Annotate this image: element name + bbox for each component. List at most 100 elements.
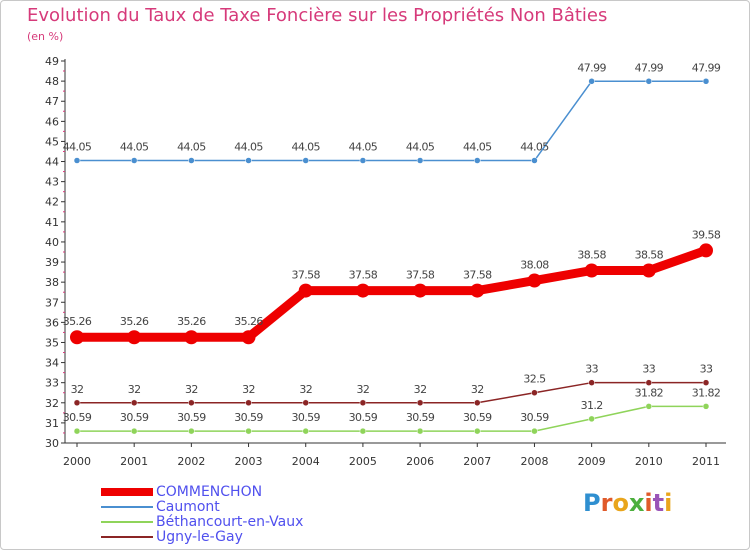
series-ugny-le-gay: 32 32 32 32 32 32 32 32 32.5 33 33 33 [71, 363, 714, 407]
data-label: 35.26 [234, 315, 263, 328]
data-label: 32 [128, 383, 141, 396]
data-label: 44.05 [520, 141, 549, 154]
data-label: 44.05 [291, 141, 320, 154]
data-point [641, 263, 656, 278]
data-point [527, 273, 542, 288]
y-tick-label: 48 [45, 75, 59, 88]
x-tick-label: 2000 [63, 455, 91, 468]
data-label: 32 [185, 383, 198, 396]
data-point [245, 427, 252, 435]
data-label: 30.59 [463, 411, 492, 424]
y-tick-label: 43 [45, 176, 59, 189]
data-point [474, 157, 481, 164]
data-point [702, 379, 710, 386]
data-point [188, 399, 195, 407]
data-label: 47.99 [577, 61, 606, 74]
legend-item-caumont: Caumont [101, 499, 361, 515]
data-point [73, 157, 81, 164]
series-layer: 44.05 44.05 44.05 44.05 44.05 44.05 44.05 44.05… [63, 61, 721, 435]
data-point [359, 157, 367, 164]
y-tick-label: 34 [45, 357, 59, 370]
data-point [584, 263, 599, 278]
data-label: 35.26 [120, 315, 149, 328]
data-point [302, 399, 309, 407]
data-label: 47.99 [635, 61, 664, 74]
data-point [130, 399, 138, 407]
legend-item-commenchon: COMMENCHON [101, 484, 361, 500]
y-tick-label: 40 [45, 236, 59, 249]
data-point [245, 399, 252, 407]
data-label: 47.99 [692, 61, 721, 74]
data-point [355, 283, 370, 298]
y-tick-label: 49 [45, 55, 59, 68]
chart-axes: 30 31 32 33 34 35 36 37 38 39 40 41 42 43 44 45 46 47 48 49… [45, 55, 726, 468]
y-tick-label: 32 [45, 397, 59, 410]
data-point [702, 78, 710, 85]
data-point [359, 399, 367, 407]
data-label: 37.58 [463, 269, 492, 282]
data-point [302, 427, 309, 435]
data-label: 32 [71, 383, 84, 396]
series-bethancourt-en-vaux: 30.59 30.59 30.59 30.59 30.59 30.59 30.59 30.59… [63, 386, 721, 435]
data-point [359, 427, 367, 435]
data-point [588, 379, 595, 386]
data-point [302, 157, 309, 164]
legend-label: COMMENCHON [156, 484, 263, 500]
data-label: 37.58 [406, 269, 435, 282]
legend-label: Caumont [156, 499, 220, 515]
data-label: 30.59 [120, 411, 149, 424]
data-point [130, 427, 138, 435]
data-label: 32 [299, 383, 312, 396]
data-point [130, 157, 138, 164]
data-label: 44.05 [120, 141, 149, 154]
legend-swatch [101, 488, 153, 496]
data-point [241, 330, 256, 345]
data-label: 32.5 [523, 373, 546, 386]
data-label: 35.26 [63, 315, 92, 328]
data-point [531, 389, 538, 396]
data-label: 37.58 [349, 269, 378, 282]
x-tick-label: 2008 [520, 455, 548, 468]
data-label: 30.59 [291, 411, 320, 424]
data-point [245, 157, 252, 164]
data-label: 44.05 [177, 141, 206, 154]
data-point [413, 283, 428, 298]
data-label: 30.59 [406, 411, 435, 424]
y-tick-label: 31 [45, 417, 59, 430]
chart-legend: COMMENCHON Caumont Béthancourt-en-Vaux Ugny… [101, 484, 361, 545]
data-point [416, 427, 424, 435]
data-point [588, 78, 595, 85]
x-tick-label: 2007 [463, 455, 491, 468]
data-point [645, 379, 653, 386]
legend-swatch [101, 536, 153, 538]
data-label: 44.05 [63, 141, 92, 154]
x-tick-label: 2010 [635, 455, 663, 468]
x-tick-label: 2006 [406, 455, 434, 468]
data-label: 37.58 [291, 269, 320, 282]
proxiti-logo: Proxiti [583, 489, 672, 517]
legend-label: Ugny-le-Gay [156, 529, 243, 545]
data-label: 31.82 [635, 386, 664, 399]
x-tick-label: 2011 [692, 455, 720, 468]
y-tick-label: 44 [45, 156, 59, 169]
data-point [188, 427, 195, 435]
logo-letter: i [664, 489, 673, 517]
logo-letter: t [652, 489, 665, 517]
data-label: 33 [642, 363, 655, 376]
data-label: 44.05 [406, 141, 435, 154]
series-caumont: 44.05 44.05 44.05 44.05 44.05 44.05 44.05 44.05… [63, 61, 721, 164]
y-tick-label: 30 [45, 437, 59, 450]
data-label: 30.59 [520, 411, 549, 424]
data-point [645, 78, 653, 85]
data-label: 31.2 [581, 399, 603, 412]
x-tick-label: 2009 [578, 455, 606, 468]
data-point [416, 157, 424, 164]
logo-letter: P [583, 489, 601, 517]
data-point [474, 399, 481, 407]
chart-title: Evolution du Taux de Taxe Foncière sur l… [27, 5, 608, 26]
legend-label: Béthancourt-en-Vaux [156, 514, 304, 530]
y-tick-label: 39 [45, 256, 59, 269]
data-label: 44.05 [463, 141, 492, 154]
